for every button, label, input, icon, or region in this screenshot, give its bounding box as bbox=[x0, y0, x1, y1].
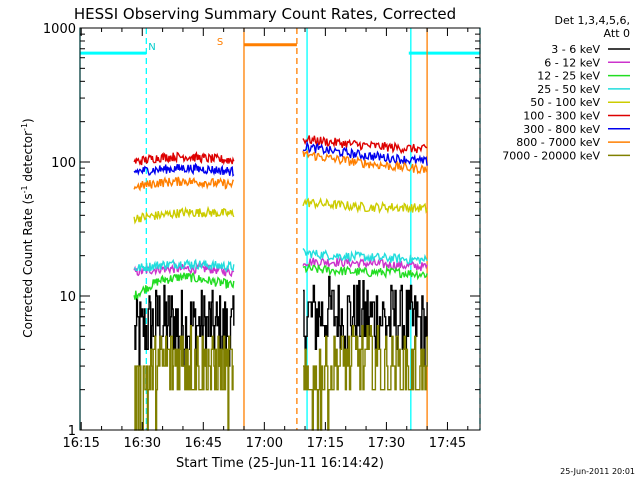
series-line-5-seg1 bbox=[133, 150, 235, 166]
flag-label-night: N bbox=[148, 42, 155, 53]
x-tick-label-0: 16:15 bbox=[62, 436, 99, 451]
legend-label-8: 7000 - 20000 keV bbox=[502, 149, 600, 162]
y-axis-label-sup2: -1 bbox=[20, 123, 29, 131]
series-line-1-seg2 bbox=[302, 256, 428, 272]
legend-label-7: 800 - 7000 keV bbox=[516, 136, 600, 149]
y-tick-label-3: 1000 bbox=[43, 22, 76, 37]
series-line-6-seg1 bbox=[133, 162, 235, 178]
legend-label-6: 300 - 800 keV bbox=[523, 123, 600, 136]
timestamp: 25-Jun-2011 20:01 bbox=[560, 467, 635, 476]
legend-label-1: 6 - 12 keV bbox=[544, 56, 600, 69]
series-line-4-seg2 bbox=[302, 197, 428, 215]
series-line-5-seg2 bbox=[302, 135, 428, 155]
series-line-7-seg1 bbox=[133, 176, 235, 192]
x-tick-label-5: 17:30 bbox=[368, 436, 405, 451]
y-tick-label-2: 100 bbox=[51, 156, 76, 171]
y-axis-label-main: Corrected Count Rate (s bbox=[21, 193, 35, 337]
y-axis-label: Corrected Count Rate (s-1 detector-1) bbox=[20, 118, 35, 337]
legend-label-2: 12 - 25 keV bbox=[537, 70, 600, 83]
series-line-3-seg2 bbox=[302, 248, 428, 265]
legend-header-line1: Det 1,3,4,5,6, bbox=[554, 14, 630, 27]
y-axis-ticks: 1 10 100 1000 bbox=[43, 22, 480, 439]
series-line-0-seg1 bbox=[134, 284, 235, 367]
series-line-2-seg2 bbox=[302, 262, 428, 281]
series-layer bbox=[133, 135, 428, 431]
y-tick-label-1: 10 bbox=[59, 290, 76, 305]
x-tick-label-2: 16:45 bbox=[185, 436, 222, 451]
flag-label-saa: S bbox=[217, 37, 223, 48]
series-line-2-seg1 bbox=[133, 271, 235, 300]
series-line-8-seg2 bbox=[303, 325, 428, 431]
series-line-8-seg1 bbox=[134, 325, 234, 431]
x-tick-label-3: 17:00 bbox=[246, 436, 283, 451]
plot-frame bbox=[79, 27, 481, 431]
series-line-7-seg2 bbox=[302, 149, 428, 175]
y-axis-label-sup1: -1 bbox=[20, 185, 29, 193]
x-tick-label-4: 17:15 bbox=[307, 436, 344, 451]
y-axis-label-end: ) bbox=[21, 118, 35, 123]
x-tick-label-6: 17:45 bbox=[429, 436, 466, 451]
legend-header-line2: Att 0 bbox=[604, 27, 630, 40]
legend-label-3: 25 - 50 keV bbox=[537, 83, 600, 96]
series-line-6-seg2 bbox=[302, 140, 428, 166]
chart-title: HESSI Observing Summary Count Rates, Cor… bbox=[74, 5, 456, 23]
x-axis-ticks: 16:15 16:30 16:45 17:00 17:15 17:30 17:45 bbox=[62, 28, 469, 451]
y-axis-label-mid: detector bbox=[21, 131, 35, 186]
y-tick-label-0: 1 bbox=[68, 424, 76, 439]
legend-label-0: 3 - 6 keV bbox=[551, 43, 600, 56]
x-axis-label: Start Time (25-Jun-11 16:14:42) bbox=[176, 456, 384, 471]
series-line-0-seg2 bbox=[303, 275, 428, 367]
series-line-4-seg1 bbox=[133, 205, 235, 225]
legend-label-5: 100 - 300 keV bbox=[523, 110, 600, 123]
series-line-3-seg1 bbox=[133, 258, 235, 274]
x-tick-label-1: 16:30 bbox=[124, 436, 161, 451]
legend-label-4: 50 - 100 keV bbox=[530, 96, 600, 109]
